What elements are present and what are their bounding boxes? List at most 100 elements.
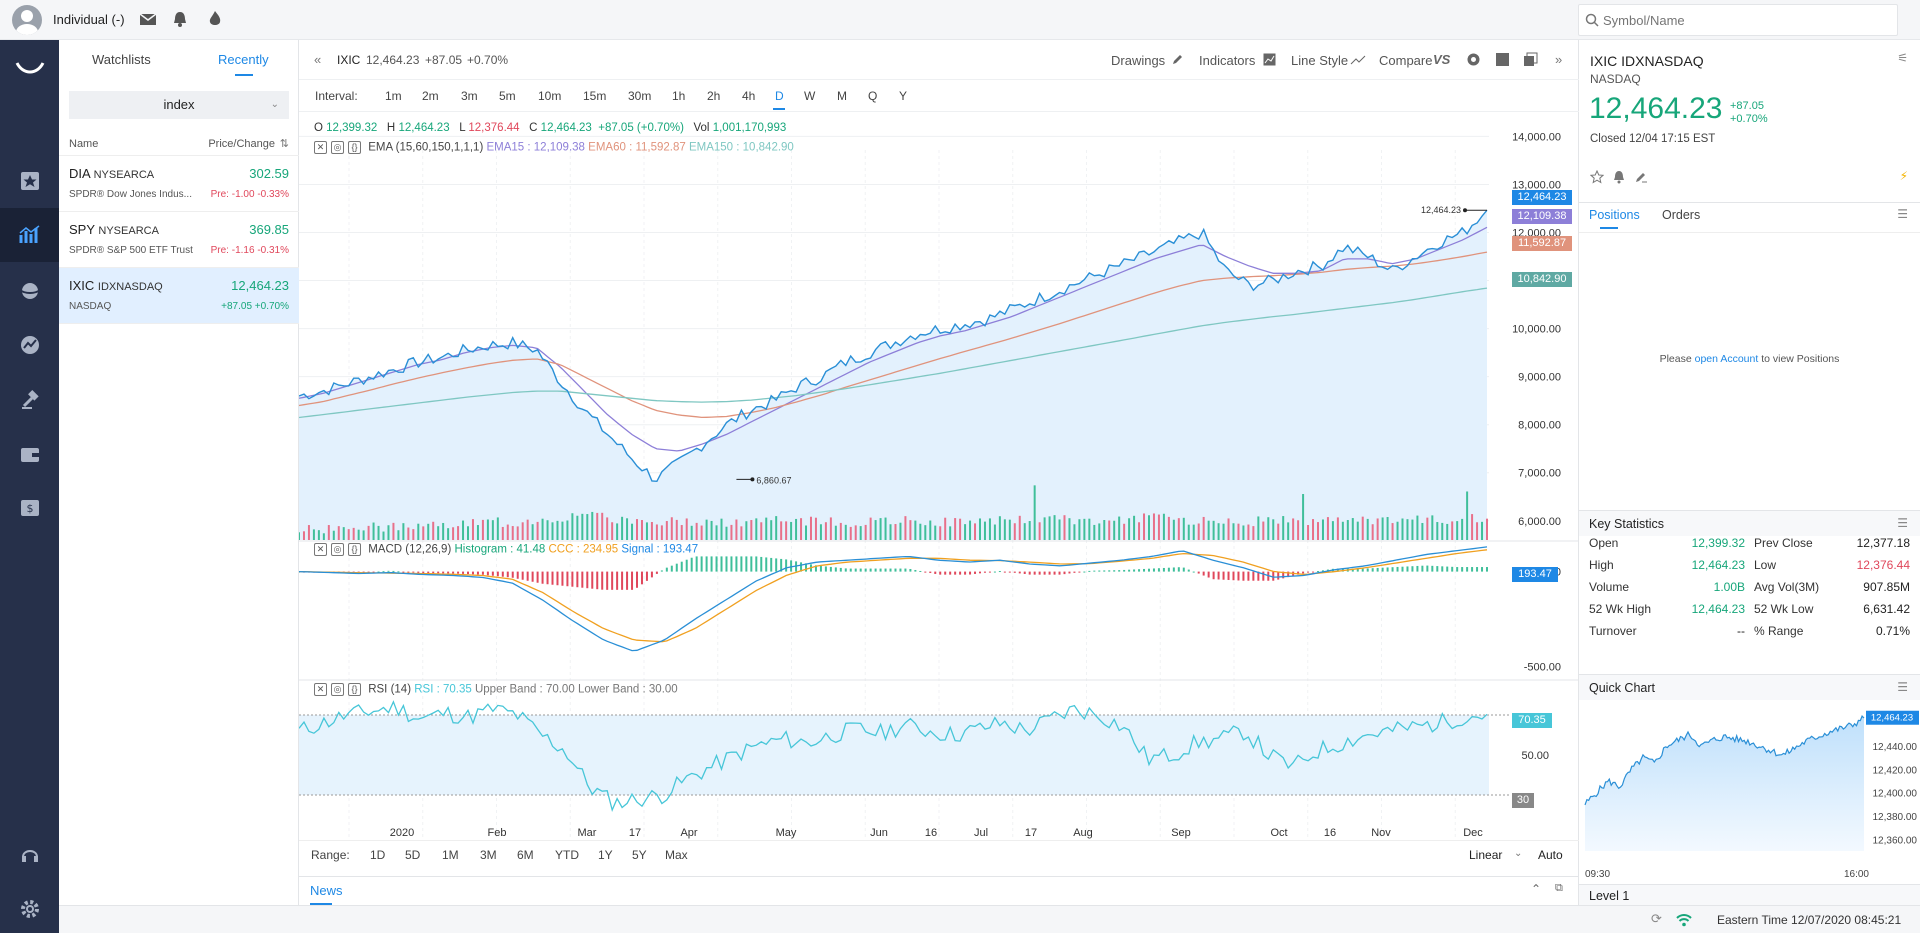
interval-30m[interactable]: 30m <box>628 89 652 103</box>
tab-recently[interactable]: Recently <box>218 52 269 67</box>
range-max[interactable]: Max <box>665 848 688 862</box>
interval-1h[interactable]: 1h <box>672 89 686 103</box>
edit-macd-icon[interactable]: {} <box>348 543 361 556</box>
scale-chevron-icon[interactable]: ⌄ <box>1514 848 1523 859</box>
range-5y[interactable]: 5Y <box>632 848 647 862</box>
settings-gear-icon[interactable] <box>0 882 59 936</box>
macd-hist-bar-130 <box>944 571 947 575</box>
macd-hist-bar-174 <box>1162 567 1165 572</box>
interval-4h[interactable]: 4h <box>742 89 756 103</box>
quick-chart-menu-icon[interactable]: ☰ <box>1897 680 1908 694</box>
settings-icon[interactable] <box>1466 52 1481 67</box>
drawings-button[interactable]: Drawings <box>1111 53 1166 68</box>
edit-rsi-icon[interactable]: {} <box>348 683 361 696</box>
hide-ema-icon[interactable]: ◎ <box>331 141 344 154</box>
interval-15m[interactable]: 15m <box>583 89 607 103</box>
mail-icon[interactable] <box>139 10 157 28</box>
flame-icon[interactable] <box>206 10 224 28</box>
search-input[interactable] <box>1603 11 1883 29</box>
remove-ema-icon[interactable]: ✕ <box>314 141 327 154</box>
volume-bar-90 <box>745 521 748 540</box>
range-1m[interactable]: 1M <box>442 848 459 862</box>
refresh-icon[interactable]: ⟳ <box>1651 911 1662 926</box>
snapshot-icon[interactable] <box>1495 52 1510 67</box>
trade-nav-icon[interactable] <box>0 373 59 427</box>
range-6m[interactable]: 6M <box>517 848 534 862</box>
interval-2m[interactable]: 2m <box>422 89 439 103</box>
quote-settings-icon[interactable]: ⚟ <box>1897 51 1908 65</box>
interval-10m[interactable]: 10m <box>538 89 562 103</box>
compare-button[interactable]: Compare <box>1379 53 1433 68</box>
chart-nav-icon[interactable] <box>0 208 59 262</box>
news-tab[interactable]: News <box>310 883 343 898</box>
volume-bar-12 <box>357 529 360 540</box>
stats-menu-icon[interactable]: ☰ <box>1897 516 1908 530</box>
account-name[interactable]: Individual (-) <box>53 12 125 27</box>
favorites-nav-icon[interactable] <box>0 154 59 208</box>
range-1d[interactable]: 1D <box>370 848 386 862</box>
remove-rsi-icon[interactable]: ✕ <box>314 683 327 696</box>
hide-rsi-icon[interactable]: ◎ <box>331 683 344 696</box>
interval-2h[interactable]: 2h <box>707 89 721 103</box>
interval-y[interactable]: Y <box>899 89 908 103</box>
logo-icon[interactable] <box>0 40 59 94</box>
positions-menu-icon[interactable]: ☰ <box>1897 207 1908 221</box>
watchlist-row-spy[interactable]: SPY NYSEARCA 369.85 SPDR® S&P 500 ETF Tr… <box>59 212 299 268</box>
macd-hist-bar-91 <box>750 556 753 572</box>
edit-ema-icon[interactable]: {} <box>348 141 361 154</box>
collapse-left-icon[interactable]: « <box>314 52 322 67</box>
collapse-up-icon[interactable]: ⌃ <box>1531 882 1542 896</box>
interval-d[interactable]: D <box>775 89 784 103</box>
interval-w[interactable]: W <box>804 89 816 103</box>
tab-watchlists[interactable]: Watchlists <box>92 52 151 67</box>
sort-icon[interactable]: ⇅ <box>279 138 289 150</box>
bell-icon[interactable] <box>171 10 189 28</box>
tab-positions[interactable]: Positions <box>1589 208 1640 222</box>
interval-3m[interactable]: 3m <box>461 89 478 103</box>
interval-1m[interactable]: 1m <box>385 89 402 103</box>
stat-label-5: Turnover <box>1589 624 1637 638</box>
col-price-change[interactable]: Price/Change <box>208 138 275 150</box>
macd-hist-bar-227 <box>1426 565 1429 572</box>
auto-scale-button[interactable]: Auto <box>1538 848 1563 862</box>
funds-nav-icon[interactable]: $ <box>0 481 59 535</box>
range-3m[interactable]: 3M <box>480 848 497 862</box>
scale-select[interactable]: Linear <box>1469 848 1503 862</box>
note-edit-icon[interactable] <box>1634 170 1648 184</box>
remove-macd-icon[interactable]: ✕ <box>314 543 327 556</box>
indicators-button[interactable]: Indicators <box>1199 53 1256 68</box>
interval-q[interactable]: Q <box>868 89 878 103</box>
star-icon[interactable] <box>1590 170 1604 184</box>
symbol-search[interactable] <box>1578 4 1898 36</box>
hide-macd-icon[interactable]: ◎ <box>331 543 344 556</box>
interval-5m[interactable]: 5m <box>499 89 516 103</box>
volume-bar-159 <box>1088 518 1091 540</box>
layout-icon[interactable] <box>1523 52 1538 67</box>
wallet-nav-icon[interactable] <box>0 427 59 481</box>
alert-bell-icon[interactable] <box>1612 170 1626 184</box>
open-account-link[interactable]: open Account <box>1694 353 1759 365</box>
chart-canvas[interactable]: 14,000.0013,000.0012,000.0011,000.0010,0… <box>299 40 1579 840</box>
macd-hist-bar-109 <box>839 567 842 572</box>
watchlist-filter-select[interactable]: index ⌄ <box>69 91 289 119</box>
macd-hist-bar-212 <box>1351 568 1354 572</box>
analysis-nav-icon[interactable] <box>0 318 59 372</box>
support-headset-icon[interactable] <box>0 828 59 882</box>
watchlist-row-dia[interactable]: DIA NYSEARCA 302.59 SPDR® Dow Jones Indu… <box>59 156 299 212</box>
watchlist-row-ixic[interactable]: IXIC IDXNASDAQ 12,464.23 NASDAQ +87.05 +… <box>59 268 299 324</box>
tab-orders[interactable]: Orders <box>1662 208 1701 222</box>
range-5d[interactable]: 5D <box>405 848 421 862</box>
quick-chart-canvas[interactable]: 12,440.00 12,420.00 12,400.00 12,380.00 12,3… <box>1579 701 1920 881</box>
markets-nav-icon[interactable] <box>0 264 59 318</box>
interval-m[interactable]: M <box>837 89 847 103</box>
expand-right-icon[interactable]: » <box>1555 52 1563 67</box>
range-ytd[interactable]: YTD <box>555 848 579 862</box>
range-1y[interactable]: 1Y <box>598 848 613 862</box>
popout-icon[interactable]: ⧉ <box>1555 882 1563 894</box>
line-style-button[interactable]: Line Style <box>1291 53 1349 68</box>
avatar[interactable] <box>12 5 42 35</box>
macd-hist-bar-37 <box>481 571 484 575</box>
high-marker-label: 12,464.23 <box>1421 205 1461 215</box>
lightning-icon[interactable]: ⚡ <box>1899 169 1908 183</box>
volume-bar-183 <box>1207 520 1210 540</box>
